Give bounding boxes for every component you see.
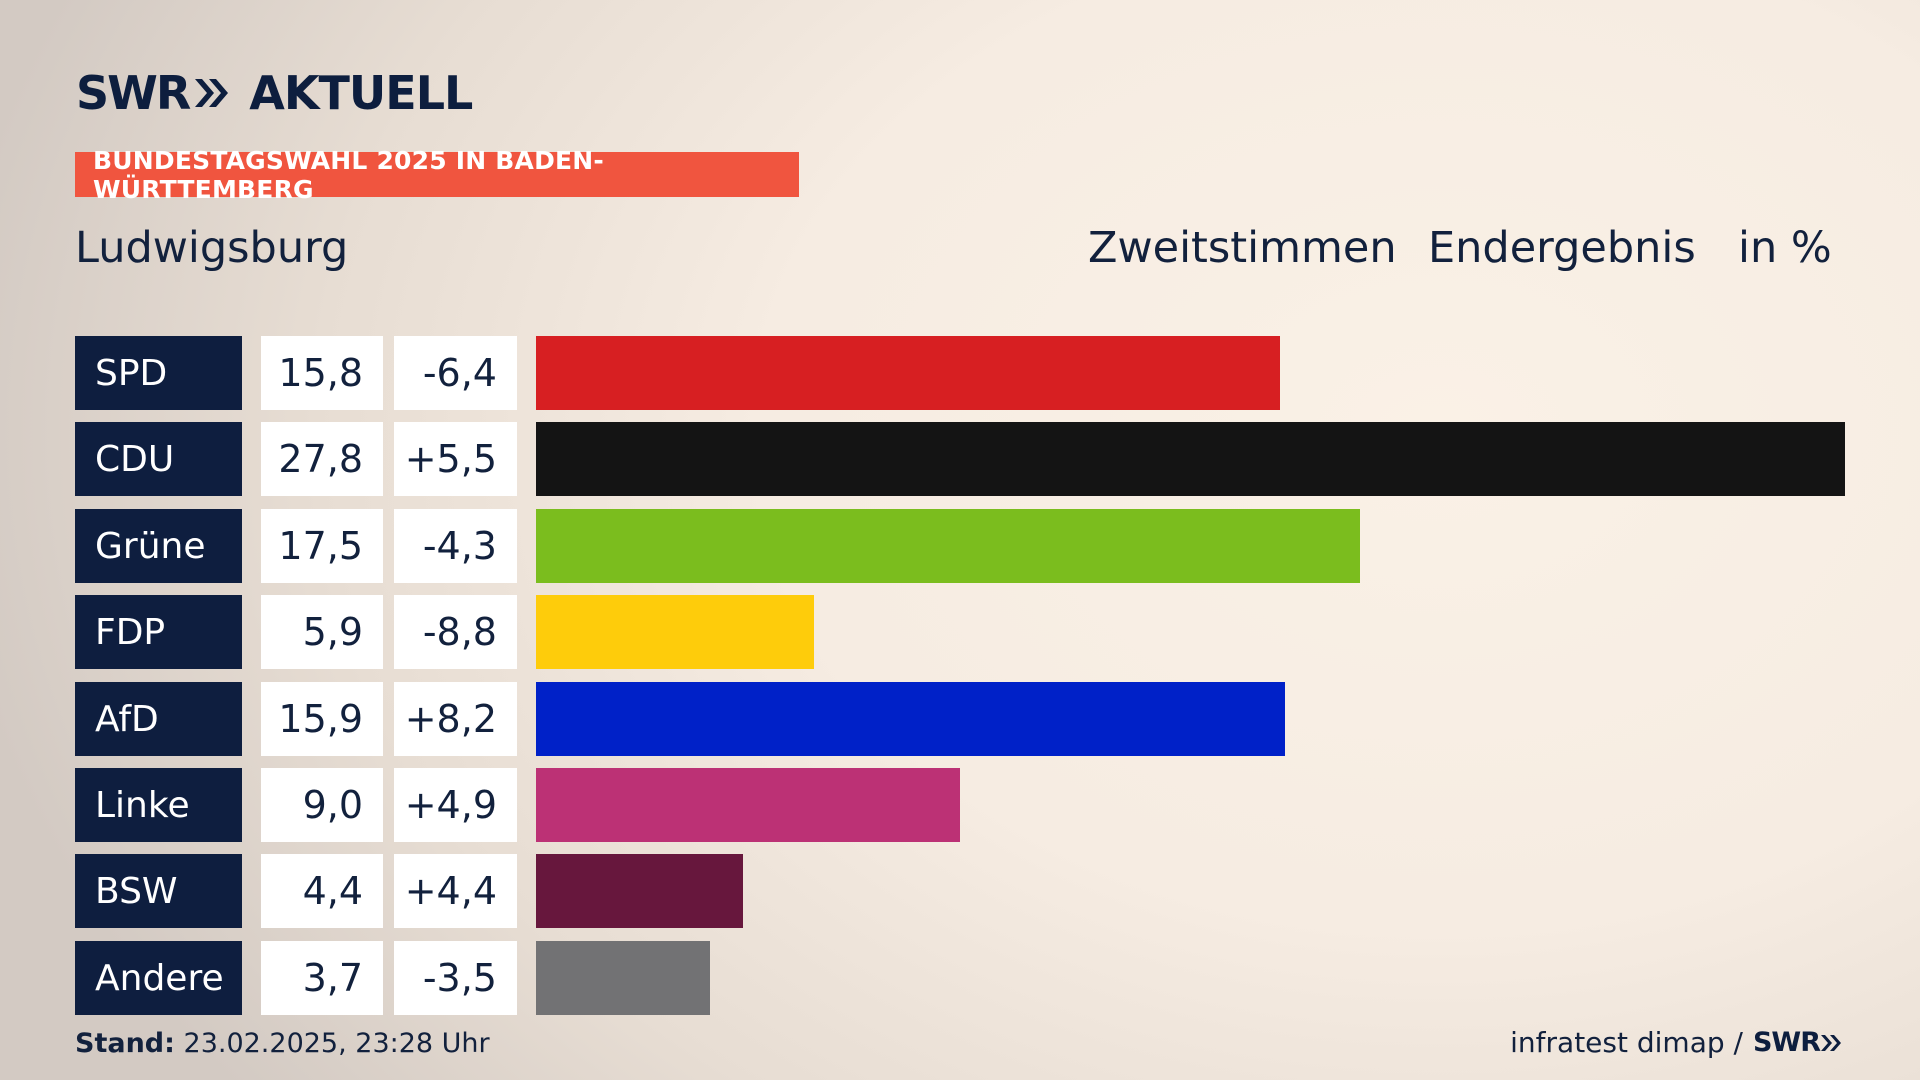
source-text: infratest dimap / <box>1510 1026 1743 1059</box>
source-credit: infratest dimap / SWR <box>1510 1026 1844 1059</box>
vote-share-value: 9,0 <box>261 768 383 842</box>
timestamp-label: Stand: <box>75 1028 175 1059</box>
vote-share-value: 4,4 <box>261 854 383 928</box>
bar-grüne <box>536 509 1360 583</box>
bar-afd <box>536 682 1285 756</box>
bar-spd <box>536 336 1280 410</box>
vote-share-value: 27,8 <box>261 422 383 496</box>
result-status-label: Endergebnis <box>1428 223 1696 273</box>
vote-change-value: -3,5 <box>394 941 517 1015</box>
vote-change-value: +8,2 <box>394 682 517 756</box>
swr-aktuell-logo: SWR AKTUELL <box>76 66 473 120</box>
vote-type-label: Zweitstimmen <box>1088 223 1397 273</box>
vote-change-value: +5,5 <box>394 422 517 496</box>
double-chevron-right-icon <box>1821 1034 1841 1051</box>
vote-change-value: -8,8 <box>394 595 517 669</box>
bar-cdu <box>536 422 1845 496</box>
party-label: SPD <box>75 336 242 410</box>
vote-share-value: 3,7 <box>261 941 383 1015</box>
vote-change-value: -6,4 <box>394 336 517 410</box>
party-label: AfD <box>75 682 242 756</box>
bar-bsw <box>536 854 743 928</box>
logo-swr-text: SWR <box>76 66 191 120</box>
bar-fdp <box>536 595 814 669</box>
unit-label: in % <box>1738 223 1832 273</box>
party-label: Grüne <box>75 509 242 583</box>
vote-share-value: 5,9 <box>261 595 383 669</box>
vote-share-value: 17,5 <box>261 509 383 583</box>
logo-aktuell-text: AKTUELL <box>249 66 473 120</box>
party-label: BSW <box>75 854 242 928</box>
timestamp-value: 23.02.2025, 23:28 Uhr <box>183 1028 490 1059</box>
vote-change-value: +4,9 <box>394 768 517 842</box>
source-swr-logo: SWR <box>1752 1027 1821 1058</box>
vote-change-value: +4,4 <box>394 854 517 928</box>
timestamp: Stand: 23.02.2025, 23:28 Uhr <box>75 1028 490 1059</box>
vote-change-value: -4,3 <box>394 509 517 583</box>
constituency-title: Ludwigsburg <box>75 223 349 273</box>
bar-linke <box>536 768 960 842</box>
double-chevron-right-icon <box>195 79 229 107</box>
party-label: Andere <box>75 941 242 1015</box>
vote-share-value: 15,8 <box>261 336 383 410</box>
vote-share-value: 15,9 <box>261 682 383 756</box>
bar-andere <box>536 941 710 1015</box>
party-label: FDP <box>75 595 242 669</box>
party-label: Linke <box>75 768 242 842</box>
party-label: CDU <box>75 422 242 496</box>
